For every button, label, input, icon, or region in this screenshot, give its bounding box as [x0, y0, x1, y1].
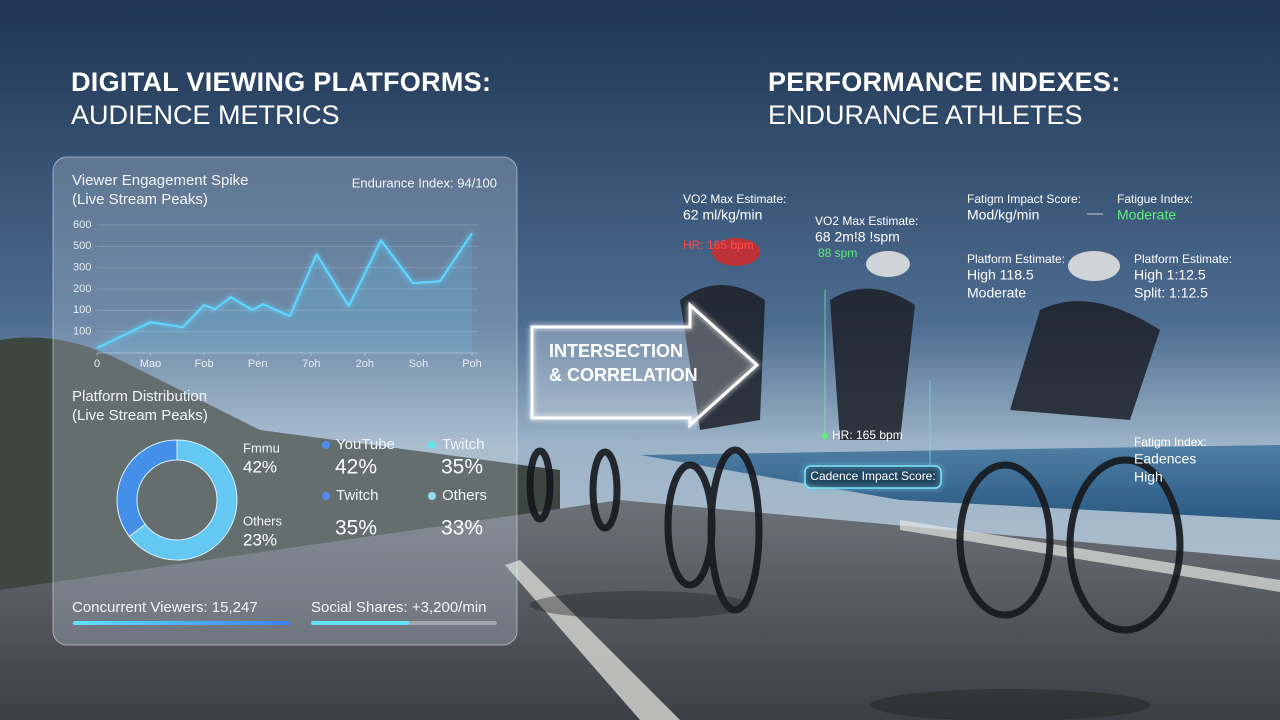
y-tick-label: 200	[73, 283, 91, 295]
endurance-index: Endurance Index: 94/100	[352, 175, 497, 190]
progress-bar	[73, 621, 290, 625]
pie-chart-title: Platform Distribution	[72, 388, 207, 405]
line-chart-subtitle: (Live Stream Peaks)	[72, 191, 208, 208]
overlay-value: High 118.5	[967, 267, 1034, 283]
y-tick-label: 100	[73, 326, 91, 338]
pie-value-label: 23%	[243, 530, 277, 549]
marker-dot	[822, 433, 828, 439]
line	[96, 232, 473, 350]
arrow-label: INTERSECTION	[549, 341, 683, 361]
y-tick-label: 100	[73, 304, 91, 316]
stat-value: 35%	[441, 456, 483, 479]
donut-segment	[116, 439, 178, 538]
right-subheading: ENDURANCE ATHLETES	[768, 100, 1083, 130]
right-heading: PERFORMANCE INDEXES:	[768, 67, 1121, 97]
social-shares: Social Shares: +3,200/min	[311, 599, 487, 616]
overlay-value: HR: 165 bpm	[683, 238, 754, 252]
overlay-label: VO2 Max Estimate:	[815, 214, 918, 228]
y-tick-label: 600	[73, 219, 91, 231]
legend-dot	[428, 492, 436, 500]
overlay-value: High	[1134, 469, 1163, 485]
overlay-value: High 1:12.5	[1134, 267, 1206, 283]
legend-dot	[322, 441, 330, 449]
x-tick-label: Pen	[248, 358, 268, 370]
x-tick-label: Poh	[462, 358, 482, 370]
correlation-arrow	[530, 301, 760, 429]
athlete-overlays: VO2 Max Estimate: 62 ml/kg/min HR: 165 b…	[683, 192, 1232, 489]
overlay-value: 88 spm	[818, 246, 857, 260]
stat-value: 42%	[335, 456, 377, 479]
overlay-label: Platform Estimate:	[1134, 252, 1232, 266]
overlay-value: Eadences	[1134, 451, 1196, 467]
overlay-value: 62 ml/kg/min	[683, 207, 762, 223]
donut-segment	[128, 439, 238, 561]
overlay-value: Moderate	[967, 285, 1026, 301]
overlay-label: VO2 Max Estimate:	[683, 192, 786, 206]
pie-label: Others	[243, 513, 283, 528]
x-tick-label: Soh	[409, 358, 429, 370]
left-subheading: AUDIENCE METRICS	[71, 100, 340, 130]
overlay-value: 68 2m!8 !spm	[815, 229, 900, 245]
legend-dot	[428, 441, 436, 449]
x-tick-label: 2oh	[356, 358, 374, 370]
x-tick-label: Mao	[140, 358, 161, 370]
stat-name: YouTube	[336, 436, 395, 453]
x-tick-label: Fob	[195, 358, 214, 370]
x-tick-label: 7oh	[302, 358, 320, 370]
stat-name: Others	[442, 487, 487, 504]
line-chart-title: Viewer Engagement Spike	[72, 172, 249, 189]
overlay-label: HR: 165 bpm	[832, 428, 903, 442]
overlay-label: Fatigue Index:	[1117, 192, 1193, 206]
pie-chart-subtitle: (Live Stream Peaks)	[72, 407, 208, 424]
stat-value: 33%	[441, 517, 483, 540]
x-tick-label: 0	[94, 358, 100, 370]
y-tick-label: 500	[73, 240, 91, 252]
pie-value-label: 42%	[243, 457, 277, 476]
legend-dot	[322, 492, 330, 500]
pie-label: Fmmu	[243, 440, 280, 455]
area	[97, 233, 472, 353]
overlay-label: Fatigm Impact Score:	[967, 192, 1081, 206]
left-heading: DIGITAL VIEWING PLATFORMS:	[71, 67, 491, 97]
arrow-label: & CORRELATION	[549, 365, 698, 385]
progress-bar	[311, 621, 409, 625]
concurrent-viewers: Concurrent Viewers: 15,247	[72, 599, 258, 616]
overlay-label: Cadence Impact Score:	[810, 469, 935, 483]
stat-name: Twitch	[442, 436, 485, 453]
overlay-value: Mod/kg/min	[967, 207, 1039, 223]
overlay-label: Fatigm Index:	[1134, 435, 1207, 449]
overlay-label: Platform Estimate:	[967, 252, 1065, 266]
y-tick-label: 300	[73, 262, 91, 274]
overlay-value: Moderate	[1117, 207, 1176, 223]
metrics-panel	[52, 156, 518, 646]
overlay-box	[804, 465, 942, 489]
overlay-value: Split: 1:12.5	[1134, 285, 1208, 301]
stat-name: Twitch	[336, 487, 379, 504]
stat-value: 35%	[335, 517, 377, 540]
